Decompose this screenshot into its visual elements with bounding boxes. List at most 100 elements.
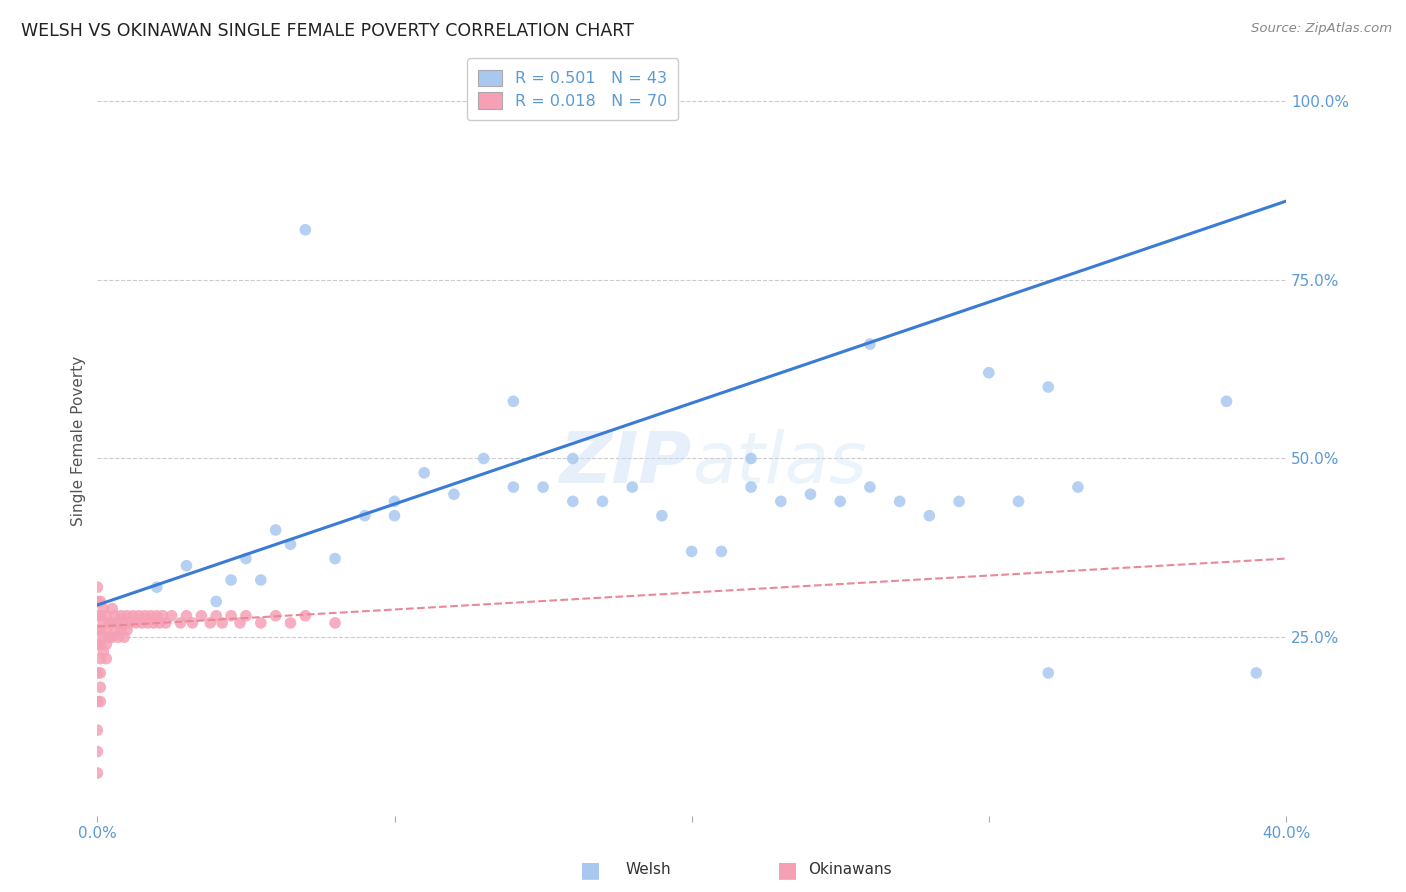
Point [1038, 380, 1060, 394]
Text: ZIP: ZIP [560, 429, 692, 498]
Point [280, 537, 302, 551]
Point [502, 394, 524, 409]
Point [89, 665, 111, 680]
Point [219, 573, 242, 587]
Point [651, 508, 673, 523]
Legend: R = 0.501   N = 43, R = 0.018   N = 70: R = 0.501 N = 43, R = 0.018 N = 70 [467, 58, 679, 120]
Text: ■: ■ [581, 860, 600, 880]
Point [89, 637, 111, 651]
Point [101, 615, 124, 630]
Text: atlas: atlas [692, 429, 866, 498]
Point [107, 615, 129, 630]
Point [96, 637, 118, 651]
Point [249, 615, 271, 630]
Point [205, 594, 228, 608]
Point [142, 615, 165, 630]
Point [235, 608, 257, 623]
Point [86, 723, 108, 738]
Point [264, 523, 287, 537]
Point [918, 508, 941, 523]
Point [134, 608, 156, 623]
Point [176, 558, 198, 573]
Point [1007, 494, 1029, 508]
Point [86, 623, 108, 637]
Point [89, 623, 111, 637]
Point [977, 366, 1000, 380]
Point [740, 451, 762, 466]
Point [86, 637, 108, 651]
Point [294, 223, 316, 237]
Point [229, 615, 252, 630]
Point [710, 544, 733, 558]
Point [91, 601, 114, 615]
Point [621, 480, 644, 494]
Point [561, 494, 583, 508]
Point [98, 615, 121, 630]
Point [859, 480, 882, 494]
Point [169, 615, 191, 630]
Point [1215, 394, 1237, 409]
Point [89, 651, 111, 665]
Point [1038, 665, 1060, 680]
Point [948, 494, 970, 508]
Text: ■: ■ [778, 860, 797, 880]
Point [96, 608, 118, 623]
Point [86, 665, 108, 680]
Point [323, 615, 346, 630]
Point [1244, 665, 1267, 680]
Point [561, 451, 583, 466]
Point [89, 608, 111, 623]
Point [443, 487, 465, 501]
Point [112, 630, 135, 644]
Point [830, 494, 852, 508]
Point [264, 608, 287, 623]
Text: WELSH VS OKINAWAN SINGLE FEMALE POVERTY CORRELATION CHART: WELSH VS OKINAWAN SINGLE FEMALE POVERTY … [21, 22, 634, 40]
Point [136, 615, 159, 630]
Point [139, 608, 162, 623]
Point [86, 580, 108, 594]
Point [98, 630, 121, 644]
Point [859, 337, 882, 351]
Text: Okinawans: Okinawans [808, 863, 891, 877]
Point [91, 644, 114, 658]
Point [112, 615, 135, 630]
Text: Welsh: Welsh [626, 863, 671, 877]
Point [89, 594, 111, 608]
Point [211, 615, 233, 630]
Point [131, 615, 153, 630]
Text: Source: ZipAtlas.com: Source: ZipAtlas.com [1251, 22, 1392, 36]
Point [531, 480, 554, 494]
Point [86, 594, 108, 608]
Point [681, 544, 703, 558]
Point [146, 608, 169, 623]
Point [115, 623, 138, 637]
Point [110, 608, 132, 623]
Point [104, 623, 127, 637]
Point [353, 508, 375, 523]
Point [384, 494, 406, 508]
Point [86, 745, 108, 759]
Point [115, 608, 138, 623]
Point [91, 630, 114, 644]
Point [889, 494, 911, 508]
Point [235, 551, 257, 566]
Point [160, 608, 183, 623]
Y-axis label: Single Female Poverty: Single Female Poverty [72, 356, 86, 525]
Point [190, 608, 212, 623]
Point [104, 608, 127, 623]
Point [101, 601, 124, 615]
Point [200, 615, 222, 630]
Point [101, 630, 124, 644]
Point [122, 608, 145, 623]
Point [219, 608, 242, 623]
Point [152, 608, 174, 623]
Point [149, 615, 172, 630]
Point [181, 615, 204, 630]
Point [413, 466, 436, 480]
Point [91, 615, 114, 630]
Point [323, 551, 346, 566]
Point [769, 494, 792, 508]
Point [176, 608, 198, 623]
Point [1067, 480, 1090, 494]
Point [128, 608, 150, 623]
